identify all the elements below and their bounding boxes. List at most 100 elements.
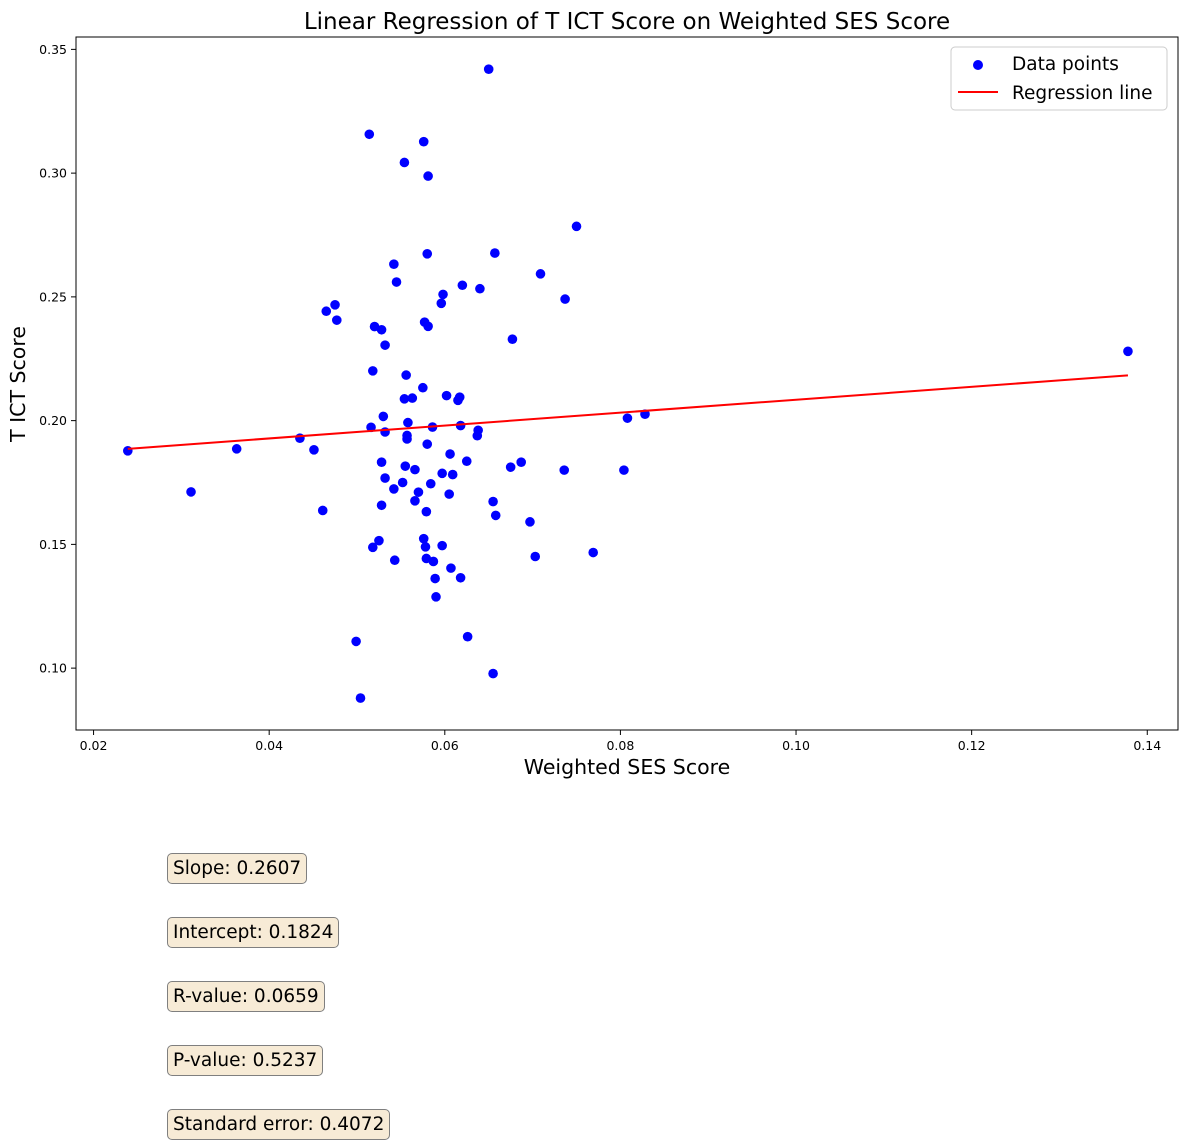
x-tick-label: 0.12 xyxy=(958,738,986,753)
data-point xyxy=(455,572,466,583)
data-point xyxy=(402,434,412,444)
data-point xyxy=(403,417,413,428)
data-point xyxy=(410,496,420,506)
data-point xyxy=(530,551,541,562)
data-point xyxy=(535,269,546,279)
data-point xyxy=(317,505,328,516)
y-tick-label: 0.20 xyxy=(39,413,67,428)
data-point xyxy=(399,394,410,404)
data-point xyxy=(560,294,570,304)
slope-stat-box: Slope: 0.2607 xyxy=(167,853,308,884)
data-point xyxy=(376,324,387,335)
data-point xyxy=(444,489,454,499)
data-point xyxy=(400,461,411,471)
y-tick-label: 0.25 xyxy=(39,289,67,304)
data-point xyxy=(436,298,447,309)
data-point xyxy=(516,457,526,468)
data-point xyxy=(525,517,535,527)
data-point xyxy=(441,390,452,401)
data-point xyxy=(473,425,483,436)
data-point xyxy=(420,542,431,552)
x-tick-label: 0.06 xyxy=(431,738,459,753)
data-point xyxy=(457,280,468,291)
data-point xyxy=(376,457,387,468)
x-tick-label: 0.10 xyxy=(782,738,810,753)
data-point xyxy=(367,366,378,376)
y-tick-label: 0.15 xyxy=(39,537,67,552)
data-point xyxy=(366,422,376,433)
data-point xyxy=(123,446,133,456)
data-point xyxy=(351,636,361,647)
legend-label-regression-line: Regression line xyxy=(1012,83,1152,104)
data-point xyxy=(430,573,440,584)
data-point xyxy=(422,249,433,259)
data-point xyxy=(446,563,456,573)
data-point xyxy=(505,462,516,472)
data-point xyxy=(588,547,598,558)
legend: Data points Regression line xyxy=(950,46,1168,111)
data-point xyxy=(461,456,472,467)
data-points xyxy=(123,64,1133,703)
data-point xyxy=(445,449,455,459)
data-point xyxy=(309,445,319,455)
y-tick-label: 0.10 xyxy=(39,661,67,676)
data-point xyxy=(423,321,433,332)
data-point xyxy=(490,510,501,521)
data-point xyxy=(490,248,500,258)
data-point xyxy=(376,500,387,511)
data-point xyxy=(1123,346,1133,357)
data-point xyxy=(331,315,342,325)
y-tick-label: 0.30 xyxy=(39,166,67,181)
data-point xyxy=(380,340,390,350)
plot-frame xyxy=(75,36,1179,731)
data-point xyxy=(483,64,494,74)
y-axis-label: T ICT Score xyxy=(6,326,30,443)
data-point xyxy=(428,556,439,567)
data-point xyxy=(410,464,420,475)
legend-label-data-points: Data points xyxy=(1012,54,1119,75)
scatter-chart: Linear Regression of T ICT Score on Weig… xyxy=(6,9,1179,779)
data-point xyxy=(389,484,399,494)
data-point xyxy=(378,411,389,422)
data-point xyxy=(389,259,399,270)
data-point xyxy=(437,540,447,551)
data-point xyxy=(488,668,498,679)
data-point xyxy=(422,439,433,449)
data-point xyxy=(399,157,410,168)
data-point xyxy=(425,478,436,489)
data-point xyxy=(407,393,418,403)
data-point xyxy=(559,465,570,475)
data-point xyxy=(380,427,390,437)
data-point xyxy=(330,299,340,310)
data-point xyxy=(380,473,390,483)
chart-title: Linear Regression of T ICT Score on Weig… xyxy=(304,9,950,35)
p-value-stat-box: P-value: 0.5237 xyxy=(167,1045,324,1076)
legend-frame xyxy=(950,46,1168,111)
data-point xyxy=(507,334,518,344)
data-point xyxy=(437,468,447,479)
data-point xyxy=(421,506,432,517)
data-point xyxy=(431,592,441,602)
data-point xyxy=(423,171,433,181)
data-point xyxy=(455,420,466,431)
legend-marker-data-points xyxy=(973,60,983,70)
data-point xyxy=(231,444,242,454)
data-point xyxy=(418,136,429,147)
r-value-stat-box: R-value: 0.0659 xyxy=(167,981,325,1012)
data-point xyxy=(475,283,485,294)
data-point xyxy=(391,277,402,287)
data-point xyxy=(397,477,408,488)
x-tick-label: 0.08 xyxy=(606,738,634,753)
regression-line xyxy=(127,374,1129,450)
y-tick-label: 0.35 xyxy=(39,42,67,57)
x-axis-label: Weighted SES Score xyxy=(524,755,730,779)
x-tick-label: 0.14 xyxy=(1133,738,1161,753)
data-point xyxy=(367,542,378,553)
data-point xyxy=(619,465,629,475)
data-point xyxy=(374,535,384,546)
data-point xyxy=(186,487,196,497)
data-point xyxy=(401,370,411,380)
data-point xyxy=(389,555,400,566)
std-error-stat-box: Standard error: 0.4072 xyxy=(167,1109,391,1140)
data-point xyxy=(364,129,375,140)
